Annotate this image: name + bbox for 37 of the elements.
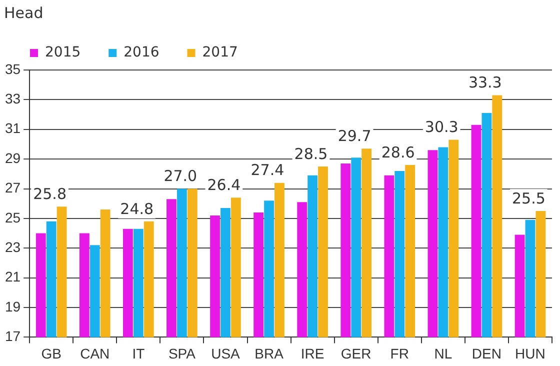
data-label: 30.3	[424, 118, 458, 136]
y-tick-label: 27	[4, 180, 21, 196]
y-axis-title: Head	[4, 4, 44, 22]
y-tick-label: 35	[4, 60, 21, 77]
x-tick-label: CAN	[80, 345, 110, 362]
x-tick-label: IRE	[300, 345, 324, 362]
data-label: 25.5	[512, 189, 546, 208]
legend-label: 2017	[202, 44, 238, 61]
x-tick-label: FR	[390, 345, 409, 362]
data-label: 27.4	[250, 161, 284, 180]
y-tick-label: 17	[4, 328, 21, 344]
x-tick-label: BRA	[254, 345, 284, 362]
legend-label: 2016	[124, 44, 160, 61]
y-tick-label: 25	[4, 209, 21, 226]
x-tick-label: HUN	[515, 345, 546, 362]
data-label: 33.3	[468, 74, 502, 92]
data-label: 28.6	[381, 143, 415, 162]
x-tick-label: GER	[340, 345, 372, 362]
data-label: 27.0	[164, 167, 198, 186]
x-tick-label: IT	[132, 345, 146, 362]
y-tick-label: 19	[4, 298, 21, 314]
x-tick-label: DEN	[472, 345, 502, 362]
y-tick-label: 21	[4, 268, 21, 285]
y-tick-label: 29	[4, 150, 21, 166]
legend-label: 2015	[45, 44, 81, 61]
x-tick-label: NL	[434, 345, 452, 362]
y-tick-label: 33	[4, 90, 21, 107]
data-label: 25.8	[33, 184, 66, 203]
data-label: 29.7	[338, 127, 372, 146]
data-label: 24.8	[120, 200, 154, 218]
y-tick-label: 23	[4, 238, 21, 255]
x-tick-label: USA	[211, 345, 241, 362]
x-tick-label: GB	[41, 345, 62, 362]
y-tick-label: 31	[4, 120, 21, 136]
data-label: 26.4	[207, 176, 241, 194]
x-tick-label: SPA	[168, 345, 196, 362]
data-label: 28.5	[294, 144, 328, 163]
